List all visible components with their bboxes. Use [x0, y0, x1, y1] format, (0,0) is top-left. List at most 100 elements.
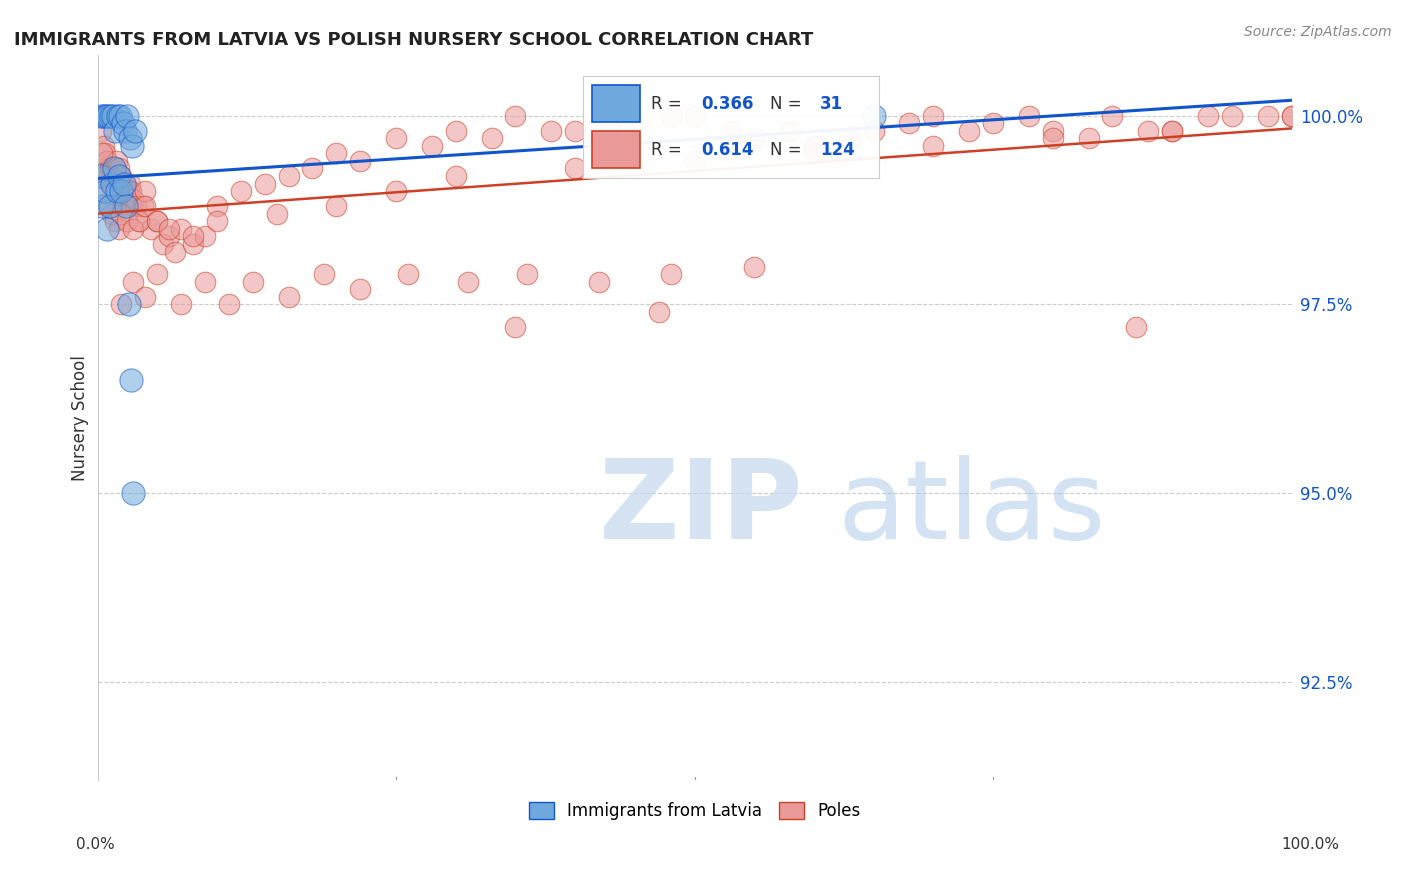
Point [1077, 131, 1099, 145]
Point [104, 161, 127, 176]
Point [862, 109, 884, 123]
Point [122, 486, 145, 500]
Point [253, 177, 276, 191]
Point [981, 116, 1004, 130]
Point [242, 275, 264, 289]
Point [349, 153, 371, 168]
Point [1042, 123, 1064, 137]
Point [93, 138, 115, 153]
Point [420, 138, 443, 153]
Point [146, 214, 169, 228]
Point [98, 161, 121, 176]
Point [659, 109, 682, 123]
Text: N =: N = [769, 95, 807, 112]
Point [108, 161, 131, 176]
Point [181, 229, 204, 244]
Point [141, 222, 163, 236]
Text: 100.0%: 100.0% [1281, 838, 1340, 852]
Point [444, 123, 467, 137]
Point [1018, 109, 1040, 123]
Point [108, 222, 131, 236]
Point [107, 109, 129, 123]
Point [101, 177, 124, 191]
Point [1220, 109, 1243, 123]
Text: Source: ZipAtlas.com: Source: ZipAtlas.com [1244, 25, 1392, 39]
Point [117, 109, 139, 123]
Point [803, 138, 825, 153]
Point [94, 109, 117, 123]
Point [111, 116, 134, 130]
Point [1281, 109, 1303, 123]
Point [922, 109, 945, 123]
Point [659, 267, 682, 281]
Point [194, 229, 217, 244]
Point [100, 109, 122, 123]
Point [111, 184, 134, 198]
Point [957, 123, 980, 137]
Bar [592, 85, 640, 122]
Text: R =: R = [651, 95, 688, 112]
Point [588, 275, 610, 289]
Point [325, 199, 347, 213]
Point [742, 260, 765, 274]
Point [90, 109, 112, 123]
Point [170, 297, 193, 311]
Point [1137, 123, 1160, 137]
Point [114, 123, 136, 137]
Text: 0.366: 0.366 [702, 95, 754, 112]
Point [1161, 123, 1184, 137]
Point [349, 282, 371, 296]
Point [229, 184, 252, 198]
Point [100, 169, 122, 183]
Bar [592, 131, 640, 168]
Point [105, 184, 128, 198]
Point [93, 184, 115, 198]
Text: 0.614: 0.614 [702, 141, 754, 159]
Point [112, 177, 135, 191]
Point [898, 116, 921, 130]
Point [301, 161, 323, 176]
Point [107, 169, 129, 183]
Point [117, 214, 139, 228]
Point [314, 267, 336, 281]
Point [266, 207, 288, 221]
Text: atlas: atlas [838, 455, 1107, 562]
Point [112, 177, 135, 191]
Point [152, 237, 174, 252]
Point [742, 131, 765, 145]
Point [624, 116, 647, 130]
Text: 124: 124 [820, 141, 855, 159]
Point [121, 199, 143, 213]
Point [96, 184, 118, 198]
Point [97, 169, 120, 183]
Point [93, 169, 115, 183]
Text: ZIP: ZIP [599, 455, 803, 562]
Point [103, 169, 125, 183]
Point [600, 116, 623, 130]
Point [194, 275, 217, 289]
Point [396, 267, 419, 281]
Point [683, 109, 706, 123]
Point [96, 153, 118, 168]
Point [540, 123, 562, 137]
Point [132, 199, 155, 213]
Point [89, 169, 111, 183]
Point [181, 237, 204, 252]
Point [117, 297, 139, 311]
Point [457, 275, 479, 289]
Point [91, 199, 114, 213]
Point [146, 214, 169, 228]
Text: 31: 31 [820, 95, 842, 112]
Point [93, 146, 115, 161]
Legend: Immigrants from Latvia, Poles: Immigrants from Latvia, Poles [522, 795, 868, 826]
Point [98, 199, 121, 213]
Point [648, 305, 671, 319]
Text: N =: N = [769, 141, 807, 159]
Y-axis label: Nursery School: Nursery School [72, 355, 89, 481]
Point [205, 214, 228, 228]
Point [165, 244, 187, 259]
Point [104, 214, 127, 228]
Point [91, 146, 114, 161]
Point [325, 146, 347, 161]
Point [96, 222, 118, 236]
